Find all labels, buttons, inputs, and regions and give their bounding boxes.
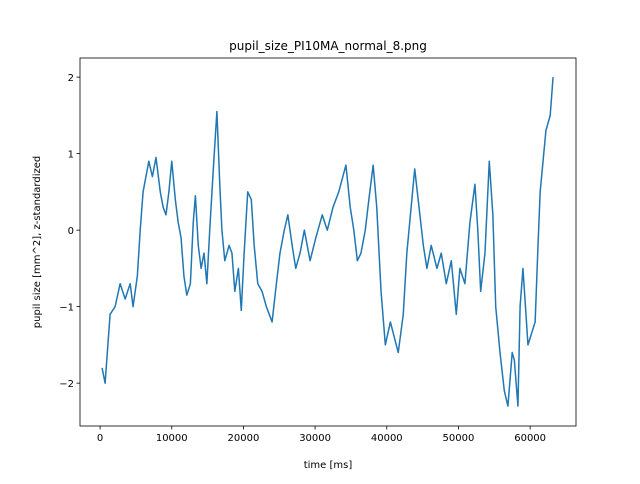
y-tick-label: −1: [59, 303, 74, 314]
chart-title: pupil_size_PI10MA_normal_8.png: [229, 39, 427, 53]
x-tick-label: 10000: [156, 433, 188, 444]
y-tick-label: 1: [68, 150, 74, 161]
data-line: [101, 77, 554, 407]
x-tick-label: 40000: [371, 433, 403, 444]
y-tick-label: 0: [68, 226, 74, 237]
x-tick-label: 20000: [228, 433, 260, 444]
y-tick-label: 2: [68, 73, 74, 84]
x-tick-label: 0: [97, 433, 103, 444]
plot-frame: [79, 57, 577, 427]
y-axis-label: pupil size [mm^2], z-standardized: [32, 156, 43, 328]
x-axis-label: time [ms]: [304, 460, 353, 471]
x-tick-label: 50000: [443, 433, 475, 444]
x-tick-label: 30000: [299, 433, 331, 444]
x-tick-label: 60000: [514, 433, 546, 444]
y-tick-label: −2: [59, 379, 74, 390]
